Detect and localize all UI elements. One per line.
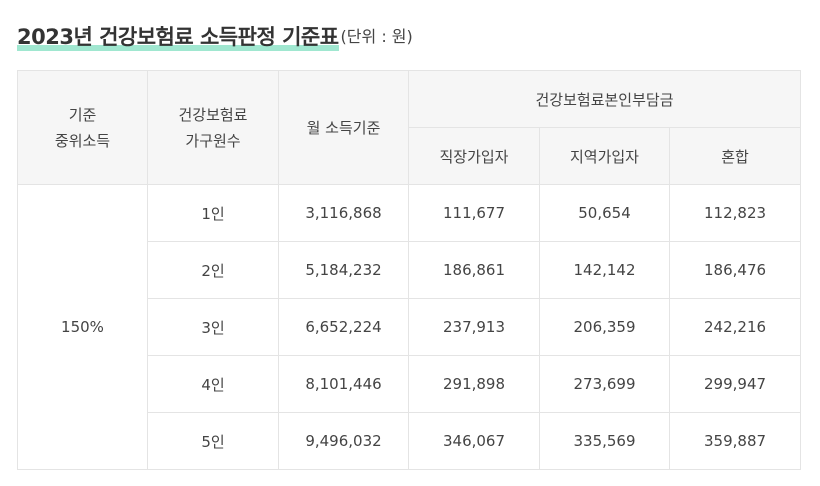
table-row: 2인 5,184,232 186,861 142,142 186,476	[18, 241, 802, 299]
employee-cell: 111,677	[408, 184, 540, 242]
mixed-cell: 359,887	[668, 412, 802, 470]
mixed-cell: 242,216	[668, 298, 802, 356]
header-median-income: 기준 중위소득	[17, 70, 148, 185]
household-cell: 5인	[147, 412, 279, 470]
mixed-cell: 299,947	[668, 355, 802, 413]
title-highlight	[17, 45, 339, 51]
household-cell: 3인	[147, 298, 279, 356]
header-regional: 지역가입자	[539, 127, 670, 185]
household-cell: 4인	[147, 355, 279, 413]
page-title-text: 2023년 건강보험료 소득판정 기준표	[17, 25, 339, 49]
header-monthly-income: 월 소득기준	[278, 70, 409, 185]
income-cell: 8,101,446	[278, 355, 409, 413]
table-row: 3인 6,652,224 237,913 206,359 242,216	[18, 298, 802, 356]
household-cell: 2인	[147, 241, 279, 299]
employee-cell: 346,067	[408, 412, 540, 470]
header-household-line1: 건강보험료	[178, 105, 248, 124]
page-title: 2023년 건강보험료 소득판정 기준표	[17, 22, 339, 52]
header-household-size: 건강보험료 가구원수	[147, 70, 279, 185]
household-cell: 1인	[147, 184, 279, 242]
regional-cell: 273,699	[539, 355, 670, 413]
mixed-cell: 186,476	[668, 241, 802, 299]
table-row: 150% 1인 3,116,868 111,677 50,654 112,823	[17, 184, 802, 470]
income-criteria-table: 기준 중위소득 건강보험료 가구원수 월 소득기준 건강보험료본인부담금 직장가…	[17, 70, 802, 470]
regional-cell: 335,569	[539, 412, 670, 470]
mixed-cell: 112,823	[668, 184, 802, 242]
table-row: 4인 8,101,446 291,898 273,699 299,947	[18, 355, 802, 413]
header-employee: 직장가입자	[408, 127, 540, 185]
header-household-line2: 가구원수	[185, 131, 241, 150]
employee-cell: 186,861	[408, 241, 540, 299]
unit-label: (단위 : 원)	[340, 27, 413, 46]
table-row: 5인 9,496,032 346,067 335,569 359,887	[18, 412, 802, 470]
employee-cell: 291,898	[408, 355, 540, 413]
income-cell: 5,184,232	[278, 241, 409, 299]
regional-cell: 206,359	[539, 298, 670, 356]
regional-cell: 50,654	[539, 184, 670, 242]
header-premium-group: 건강보험료본인부담금	[407, 70, 802, 128]
income-cell: 3,116,868	[278, 184, 409, 242]
employee-cell: 237,913	[408, 298, 540, 356]
header-median-line2: 중위소득	[54, 131, 111, 150]
regional-cell: 142,142	[539, 241, 670, 299]
median-value-cell: 150%	[17, 184, 148, 470]
header-median-line1: 기준	[68, 105, 97, 124]
income-cell: 9,496,032	[278, 412, 409, 470]
header-mixed: 혼합	[668, 127, 802, 185]
income-cell: 6,652,224	[278, 298, 409, 356]
title-area: 2023년 건강보험료 소득판정 기준표 (단위 : 원)	[17, 18, 413, 52]
